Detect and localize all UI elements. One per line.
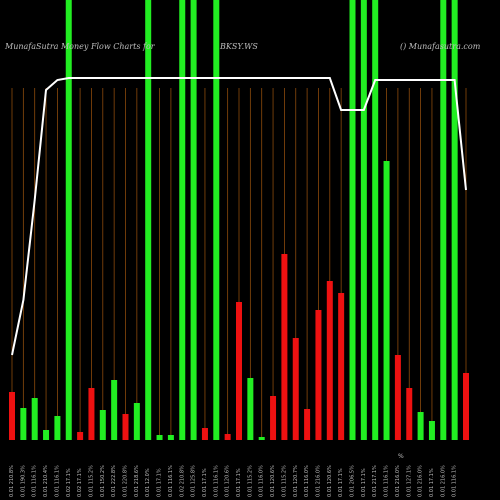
bar-red	[463, 373, 469, 440]
x-tick-label: 0.01 150.2%	[100, 465, 106, 497]
x-tick-label: 0.01 115.2%	[281, 465, 287, 497]
bar-red	[326, 281, 333, 440]
price-line-path	[11, 77, 467, 356]
bar-red	[315, 310, 322, 440]
symbol-label: BKSY.WS	[220, 42, 258, 51]
x-tick-label: 0.01 116.1%	[452, 465, 458, 497]
bar-red	[9, 392, 15, 440]
percent-marker: %	[398, 453, 404, 460]
bar-green	[111, 380, 118, 440]
bar-green	[190, 0, 197, 440]
x-tick-label: 0.01 17.1%	[429, 468, 435, 497]
x-tick-label: 0.01 216.0%	[440, 465, 446, 497]
x-tick-label: 0.01 116.0%	[304, 465, 310, 497]
bar-green	[417, 412, 424, 440]
bar-green	[451, 0, 458, 440]
x-tick-label: 0.02 17.1%	[66, 468, 72, 497]
x-tick-label: 0.01 120.7%	[293, 465, 299, 497]
bar-green	[247, 378, 254, 440]
x-tick-label: 0.01 17.1%	[338, 468, 344, 497]
bar-green	[156, 435, 163, 440]
x-tick-label: 0.01 116.1%	[213, 465, 219, 497]
x-tick-labels: 0.01 210.8% 0.01 190.3% 0.01 116.1% 0.01 21…	[9, 465, 458, 497]
bar-green	[440, 0, 447, 440]
bar-red	[122, 414, 129, 440]
x-tick-label: 0.01 216.0%	[418, 465, 424, 497]
chart-title: MunafaSutra Money Flow Charts for	[5, 42, 155, 51]
bar-green	[43, 430, 50, 440]
bar-red	[406, 388, 413, 440]
bar-red	[270, 396, 277, 440]
bar-green	[360, 0, 367, 440]
x-tick-label: 0.01 216.0%	[395, 465, 401, 497]
x-tick-label: 0.01 222.8%	[111, 465, 117, 497]
x-tick-label: 0.01 210.4%	[43, 465, 49, 497]
bar-green	[54, 416, 61, 440]
x-tick-label: 0.01 217.1%	[372, 465, 378, 497]
bar-green	[31, 398, 38, 440]
x-tick-label: 0.01 116.1%	[168, 465, 174, 497]
bar-green	[167, 435, 174, 440]
x-tick-label: 0.01 116.1%	[384, 465, 390, 497]
x-tick-label: 0.01 17.1%	[157, 468, 163, 497]
bars	[9, 0, 469, 440]
bar-red	[394, 355, 401, 440]
x-tick-label: 0.01 116.0%	[259, 465, 265, 497]
bar-green	[65, 0, 72, 440]
bar-green	[372, 0, 379, 440]
x-tick-label: 0.01 115.2%	[247, 465, 253, 497]
price-line	[11, 77, 467, 356]
x-tick-label: 0.01 206.5%	[350, 465, 356, 497]
bar-green	[133, 403, 140, 440]
bar-green	[99, 410, 106, 440]
x-tick-label: 0.02 210.8%	[179, 465, 185, 497]
bar-green	[349, 0, 356, 440]
x-tick-label: 0.01 220.8%	[123, 465, 129, 497]
x-tick-label: 0.01 17.1%	[236, 468, 242, 497]
bar-green	[428, 421, 435, 440]
x-tick-label: 0.01 190.3%	[20, 465, 26, 497]
x-tick-label: 0.01 115.2%	[88, 465, 94, 497]
bar-green	[179, 0, 186, 440]
bar-green	[213, 0, 220, 440]
bar-green	[258, 437, 265, 440]
x-tick-label: 0.01 17.1%	[202, 468, 208, 497]
bar-green	[20, 408, 27, 440]
x-tick-label: 0.01 120.6%	[327, 465, 333, 497]
x-tick-label: 0.01 127.1%	[406, 465, 412, 497]
x-tick-label: 0.01 12.0%	[145, 468, 151, 497]
x-tick-label: 0.01 120.6%	[270, 465, 276, 497]
bar-red	[281, 254, 288, 440]
bar-red	[224, 434, 231, 440]
bar-red	[77, 432, 84, 440]
x-tick-label: 0.01 210.8%	[9, 465, 15, 497]
x-tick-label: 0.01 116.1%	[32, 465, 38, 497]
bar-red	[201, 428, 208, 440]
x-tick-label: 0.01 17.1%	[361, 468, 367, 497]
x-tick-label: 0.01 116.1%	[54, 465, 60, 497]
bar-red	[304, 409, 311, 440]
bar-red	[292, 338, 299, 440]
x-tick-label: 0.02 17.1%	[77, 468, 83, 497]
bar-red	[236, 302, 242, 440]
x-tick-label: 0.01 216.0%	[315, 465, 321, 497]
bar-red	[88, 388, 95, 440]
x-tick-label: 0.01 218.6%	[134, 465, 140, 497]
bar-red	[338, 293, 345, 440]
x-tick-label: 0.01 125.8%	[191, 465, 197, 497]
x-tick-label: 0.01 120.6%	[225, 465, 231, 497]
bar-green	[145, 0, 152, 440]
bar-green	[383, 161, 390, 440]
site-label: () Munafasutra.com	[400, 42, 481, 51]
